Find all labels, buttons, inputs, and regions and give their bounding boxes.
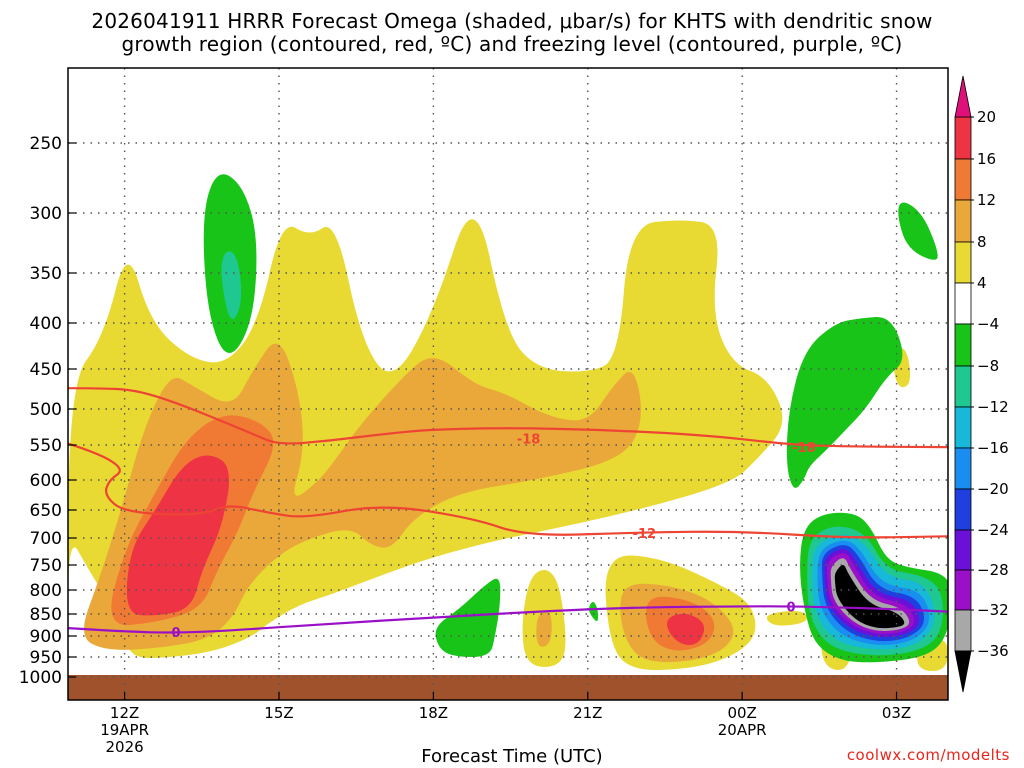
y-tick-label-350: 350	[30, 264, 62, 284]
x-year-label: 2026	[106, 738, 144, 756]
colorbar-swatch-5	[954, 323, 972, 367]
colorbar-bottom-arrow	[954, 650, 972, 693]
omega-neg8-upper-left	[221, 251, 242, 320]
colorbar-label-4: 4	[977, 274, 987, 292]
y-tick-label-700: 700	[30, 529, 62, 549]
y-tick-label-300: 300	[30, 204, 62, 224]
colorbar-swatch-6	[954, 365, 972, 408]
colorbar: 20 16 12 8 4 −4 −8 −12 −16 −20 −24 −28 −32 −36	[954, 75, 1009, 693]
colorbar-label-1: 16	[977, 150, 996, 168]
omega-neg4-upper-right	[898, 202, 938, 260]
colorbar-swatch-10	[954, 529, 972, 571]
omega-8-12-low-b	[536, 611, 552, 647]
colorbar-label-13: −36	[977, 642, 1009, 660]
omega-neg36	[834, 565, 905, 629]
omega-neg4-low-small	[589, 602, 599, 622]
omega-16-20	[126, 455, 229, 616]
colorbar-swatch-12	[954, 609, 972, 652]
colorbar-swatch-9	[954, 488, 972, 531]
x-date-label: 20APR	[718, 721, 767, 739]
y-tick-label-500: 500	[30, 400, 62, 420]
colorbar-swatch-2	[954, 199, 972, 243]
ground-surface	[68, 675, 948, 700]
omega-neg4-mid-right	[786, 316, 903, 488]
y-tick-label-400: 400	[30, 314, 62, 334]
omega-neg4-low-left	[435, 578, 501, 657]
omega-shading	[68, 174, 948, 671]
colorbar-swatch-8	[954, 447, 972, 490]
y-tick-label-650: 650	[30, 501, 62, 521]
y-tick-label-1000: 1000	[19, 668, 62, 688]
x-tick-label-21Z: 21Z	[573, 704, 602, 722]
colorbar-swatch-7	[954, 406, 972, 449]
colorbar-swatch-4	[954, 282, 972, 325]
credit-link[interactable]: coolwx.com/modelts	[846, 746, 1010, 764]
colorbar-label-3: 8	[977, 233, 987, 251]
contour-label-2: -18	[792, 441, 816, 456]
colorbar-label-5: −4	[977, 315, 999, 333]
omega-16-20-low	[667, 613, 705, 646]
x-tick-label-15Z: 15Z	[264, 704, 293, 722]
x-tick-label-18Z: 18Z	[419, 704, 448, 722]
contour-label-0: -18	[517, 433, 541, 448]
colorbar-label-7: −12	[977, 398, 1009, 416]
chart-title-line-1: 2026041911 HRRR Forecast Omega (shaded, …	[91, 9, 933, 33]
contour-label-3: 0	[172, 626, 181, 641]
x-tick-label-03Z: 03Z	[882, 704, 911, 722]
colorbar-label-2: 12	[977, 191, 996, 209]
x-axis-title: Forecast Time (UTC)	[421, 746, 603, 767]
colorbar-swatch-3	[954, 241, 972, 284]
colorbar-label-12: −32	[977, 601, 1009, 619]
colorbar-top-arrow	[954, 75, 972, 118]
x-date-label: 19APR	[100, 721, 149, 739]
colorbar-label-0: 20	[977, 108, 996, 126]
contour-label-1: -12	[633, 527, 657, 542]
y-tick-label-450: 450	[30, 360, 62, 380]
y-tick-label-750: 750	[30, 556, 62, 576]
x-tick-label-00Z: 00Z	[727, 704, 756, 722]
x-tick-label-12Z: 12Z	[110, 704, 139, 722]
y-tick-label-900: 900	[30, 627, 62, 647]
colorbar-label-9: −20	[977, 480, 1009, 498]
colorbar-swatch-0	[954, 116, 972, 160]
colorbar-label-11: −28	[977, 561, 1009, 579]
y-tick-label-950: 950	[30, 648, 62, 668]
y-tick-label-800: 800	[30, 581, 62, 601]
y-tick-label-250: 250	[30, 134, 62, 154]
plot-frame	[67, 67, 949, 701]
colorbar-swatch-1	[954, 158, 972, 201]
colorbar-label-8: −16	[977, 439, 1009, 457]
contour-0-2	[68, 605, 948, 634]
y-tick-label-550: 550	[30, 436, 62, 456]
colorbar-swatch-11	[954, 569, 972, 611]
y-tick-label-850: 850	[30, 605, 62, 625]
colorbar-label-10: −24	[977, 521, 1009, 539]
chart-title-line-2: growth region (contoured, red, ºC) and f…	[121, 32, 903, 56]
contour--18-0	[68, 442, 948, 539]
y-tick-label-600: 600	[30, 471, 62, 491]
colorbar-label-6: −8	[977, 357, 999, 375]
contour--12-1	[68, 387, 948, 449]
contour-label-4: 0	[787, 600, 796, 615]
